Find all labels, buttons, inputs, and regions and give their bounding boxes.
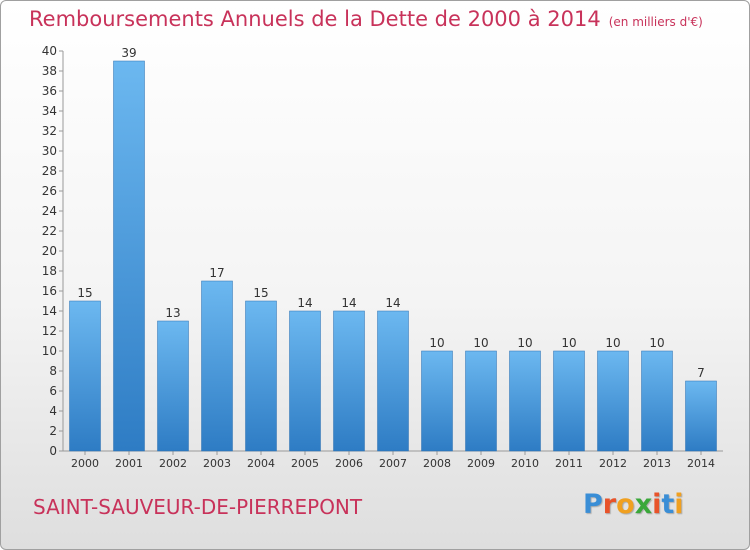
- bar: [377, 310, 409, 452]
- y-tick-label: 26: [42, 184, 57, 198]
- bar: [113, 60, 145, 452]
- x-tick-label: 2007: [379, 457, 407, 470]
- bar: [157, 320, 189, 452]
- data-label: 10: [561, 336, 576, 350]
- data-label: 14: [297, 296, 312, 310]
- bar: [421, 350, 453, 452]
- logo-letter: r: [602, 489, 617, 520]
- x-tick-label: 2003: [203, 457, 231, 470]
- y-tick-label: 22: [42, 224, 57, 238]
- bar: [509, 350, 541, 452]
- data-label: 15: [253, 286, 268, 300]
- x-tick-label: 2008: [423, 457, 451, 470]
- data-label: 14: [341, 296, 356, 310]
- unit-note: (en milliers d'€): [608, 15, 703, 29]
- data-label: 10: [473, 336, 488, 350]
- bar: [553, 350, 585, 452]
- y-tick-label: 36: [42, 84, 57, 98]
- bar: [201, 280, 233, 452]
- logo-letter: i: [652, 489, 662, 520]
- data-label: 10: [429, 336, 444, 350]
- data-label: 13: [165, 306, 180, 320]
- y-tick-label: 28: [42, 164, 57, 178]
- commune-name: SAINT-SAUVEUR-DE-PIERREPONT: [33, 495, 363, 519]
- y-tick-label: 24: [42, 204, 57, 218]
- bar: [685, 380, 717, 452]
- x-tick-label: 2012: [599, 457, 627, 470]
- logo-letter: P: [583, 489, 603, 520]
- y-tick-label: 34: [42, 104, 57, 118]
- y-tick-label: 2: [49, 424, 57, 438]
- y-tick-label: 14: [42, 304, 57, 318]
- y-tick-label: 0: [49, 444, 57, 458]
- x-tick-label: 2006: [335, 457, 363, 470]
- y-tick-label: 16: [42, 284, 57, 298]
- x-tick-label: 2010: [511, 457, 539, 470]
- y-tick-label: 6: [49, 384, 57, 398]
- logo-letter: o: [616, 489, 635, 520]
- y-tick-label: 20: [42, 244, 57, 258]
- x-tick-label: 2014: [687, 457, 715, 470]
- data-label: 15: [77, 286, 92, 300]
- labels: 2000 15 2001 39 2002 13 2003 17 2004 15 2005 14 2006…: [71, 46, 715, 470]
- x-tick-label: 2011: [555, 457, 583, 470]
- x-tick-label: 2009: [467, 457, 495, 470]
- bar: [597, 350, 629, 452]
- bars: [69, 60, 717, 452]
- proxiti-logo: Proxiti: [583, 489, 684, 520]
- bar: [641, 350, 673, 452]
- x-tick-label: 2004: [247, 457, 275, 470]
- x-tick-label: 2013: [643, 457, 671, 470]
- x-tick-label: 2005: [291, 457, 319, 470]
- logo-letter: x: [634, 489, 653, 520]
- chart-title-text: Remboursements Annuels de la Dette de 20…: [29, 7, 601, 31]
- y-tick-label: 40: [42, 44, 57, 58]
- data-label: 7: [697, 366, 705, 380]
- x-tick-label: 2002: [159, 457, 187, 470]
- data-label: 10: [517, 336, 532, 350]
- data-label: 10: [649, 336, 664, 350]
- bar: [465, 350, 497, 452]
- y-tick-label: 10: [42, 344, 57, 358]
- logo-letter: i: [674, 489, 684, 520]
- data-label: 17: [209, 266, 224, 280]
- y-tick-label: 4: [49, 404, 57, 418]
- bar: [289, 310, 321, 452]
- y-tick-label: 12: [42, 324, 57, 338]
- y-tick-label: 8: [49, 364, 57, 378]
- logo-letter: t: [661, 489, 675, 520]
- chart-title: Remboursements Annuels de la Dette de 20…: [29, 7, 703, 31]
- data-label: 39: [121, 46, 136, 60]
- bar: [69, 300, 101, 452]
- y-tick-label: 38: [42, 64, 57, 78]
- y-tick-label: 30: [42, 144, 57, 158]
- data-label: 14: [385, 296, 400, 310]
- bar: [245, 300, 277, 452]
- bar: [333, 310, 365, 452]
- x-tick-label: 2001: [115, 457, 143, 470]
- y-tick-label: 18: [42, 264, 57, 278]
- y-tick-label: 32: [42, 124, 57, 138]
- data-label: 10: [605, 336, 620, 350]
- x-tick-label: 2000: [71, 457, 99, 470]
